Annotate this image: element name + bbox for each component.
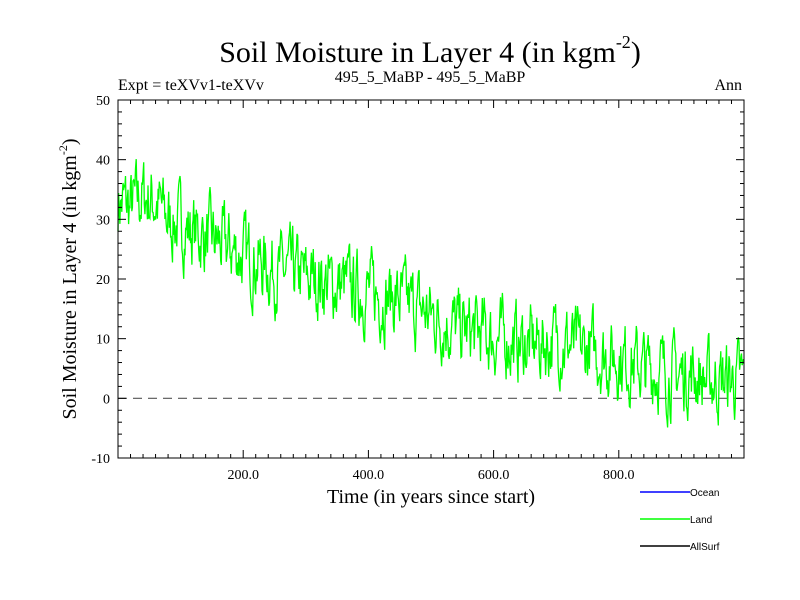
chart-title: Soil Moisture in Layer 4 (in kgm-2): [219, 32, 641, 69]
x-tick-label: 600.0: [478, 468, 510, 483]
y-tick-label: 40: [96, 154, 110, 169]
legend-label-ocean: Ocean: [690, 488, 719, 499]
x-axis-label: Time (in years since start): [327, 486, 535, 508]
series-line-land: [117, 159, 745, 428]
subtitle-right: Ann: [714, 77, 742, 94]
chart-title-close: ): [631, 36, 641, 69]
legend: Ocean Land AllSurf: [640, 488, 720, 553]
y-tick-label: 0: [103, 392, 110, 407]
y-axis-label-main: Soil Moisture in Layer 4 (in kgm: [59, 155, 81, 420]
axes: -10 0 10 20 30 40 50 200.0 400.0 600.0 800.0: [91, 94, 744, 483]
y-tick-label: 50: [96, 94, 110, 109]
subtitle-center: 495_5_MaBP - 495_5_MaBP: [335, 69, 526, 86]
subtitle-left: Expt = teXVv1-teXVv: [118, 77, 264, 94]
y-tick-label: 30: [96, 213, 110, 228]
x-tick-label: 200.0: [227, 468, 259, 483]
y-tick-label: 10: [96, 333, 110, 348]
chart-title-sup: -2: [616, 32, 631, 52]
plot-frame: [117, 99, 745, 459]
y-axis-label-sup: -2: [56, 145, 70, 155]
x-tick-label: 800.0: [603, 468, 635, 483]
y-tick-label: -10: [91, 452, 110, 467]
legend-label-land: Land: [690, 515, 712, 526]
y-axis-label-close: ): [59, 138, 81, 145]
chart-title-main: Soil Moisture in Layer 4 (in kgm: [219, 36, 616, 69]
y-tick-label: 20: [96, 273, 110, 288]
plot-area: [117, 159, 745, 428]
x-tick-label: 400.0: [353, 468, 385, 483]
y-axis-label: Soil Moisture in Layer 4 (in kgm-2): [56, 138, 81, 419]
legend-label-allsurf: AllSurf: [690, 542, 720, 553]
